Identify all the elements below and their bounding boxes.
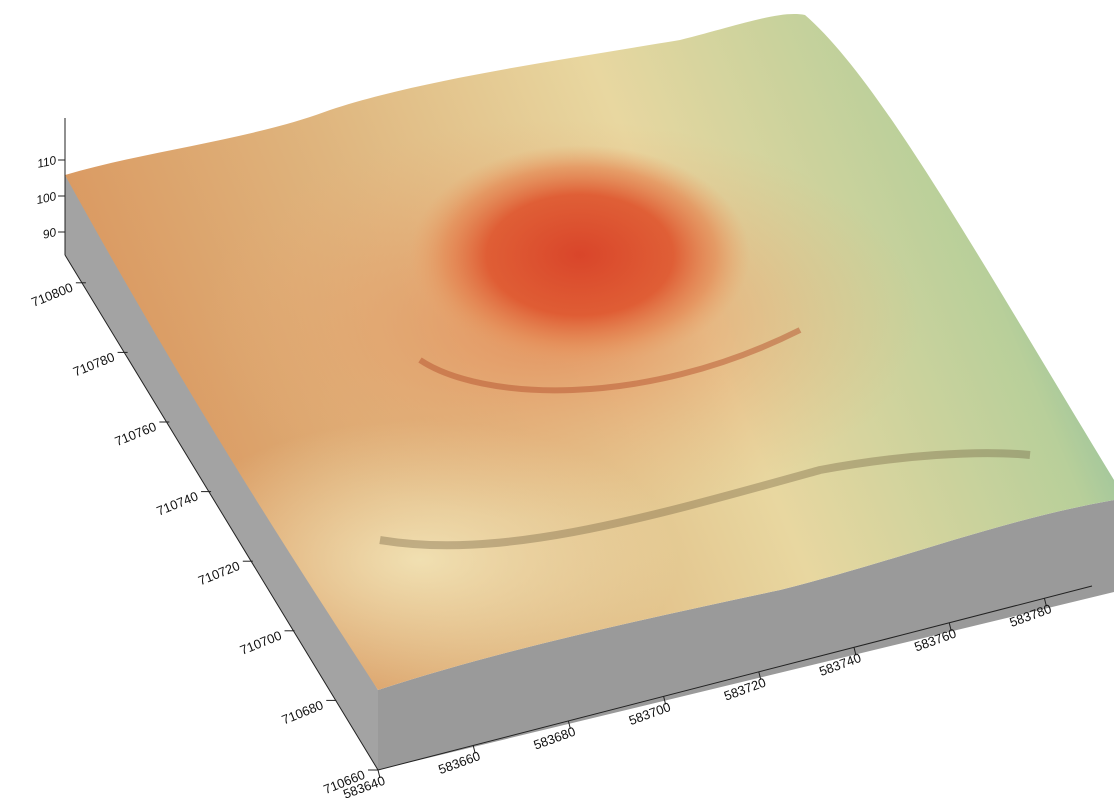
x-axis (377, 585, 1093, 771)
z-axis-labels: 90 100 110 (35, 153, 65, 242)
y-tick-label: 710800 (29, 280, 75, 310)
side-face (65, 175, 378, 770)
x-tick (1043, 598, 1047, 607)
z-tick-label: 90 (41, 225, 57, 242)
surface-ridge (418, 327, 802, 394)
x-tick (663, 696, 667, 705)
x-tick (567, 720, 571, 730)
y-tick-label: 710740 (154, 488, 200, 518)
front-face (378, 500, 1114, 770)
y-tick-label: 710760 (113, 419, 159, 449)
y-tick-label: 710700 (238, 628, 284, 658)
y-tick-label: 710780 (71, 349, 117, 379)
y-axis (64, 254, 379, 771)
y-tick-label: 710680 (280, 697, 326, 727)
z-tick-label: 110 (36, 153, 58, 171)
z-tick-label: 100 (35, 189, 58, 207)
x-tick (758, 671, 762, 680)
y-tick-label: 710720 (196, 558, 242, 588)
x-tick (853, 647, 857, 656)
x-tick (948, 622, 952, 631)
x-tick (377, 769, 381, 779)
surface-ridge (379, 449, 1031, 550)
x-tick (472, 745, 476, 754)
surface-peak (410, 145, 750, 365)
